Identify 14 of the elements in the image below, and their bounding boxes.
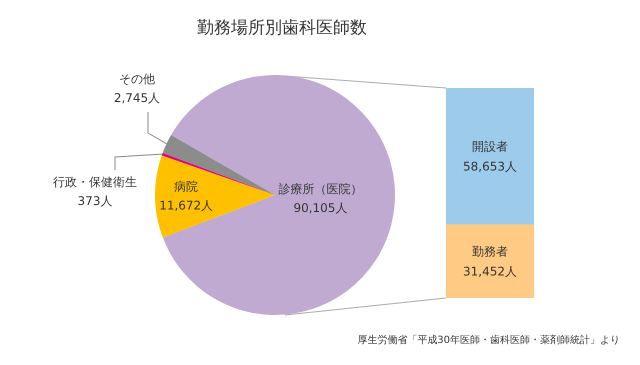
data-label: 90,105人 xyxy=(293,200,348,215)
data-label: 2,745人 xyxy=(114,91,160,106)
data-label: 373人 xyxy=(78,194,112,208)
data-label: 58,653人 xyxy=(463,159,517,174)
series-label: 開設者 xyxy=(472,139,508,154)
slice-label: 病院 xyxy=(174,179,198,194)
slice-label: その他 xyxy=(119,72,155,86)
data-label: 11,672人 xyxy=(159,198,214,212)
slice-label: 診療所（医院） xyxy=(278,182,362,196)
series-label: 勤務者 xyxy=(472,244,508,258)
data-label: 31,452人 xyxy=(463,264,517,278)
chart-title: 勤務場所別歯科医師数 xyxy=(196,17,368,39)
slice-label: 行政・保健衛生 xyxy=(53,175,137,190)
text: 厚生労働省「平成30年医師・歯科医師・薬剤師統計」より xyxy=(357,334,620,347)
